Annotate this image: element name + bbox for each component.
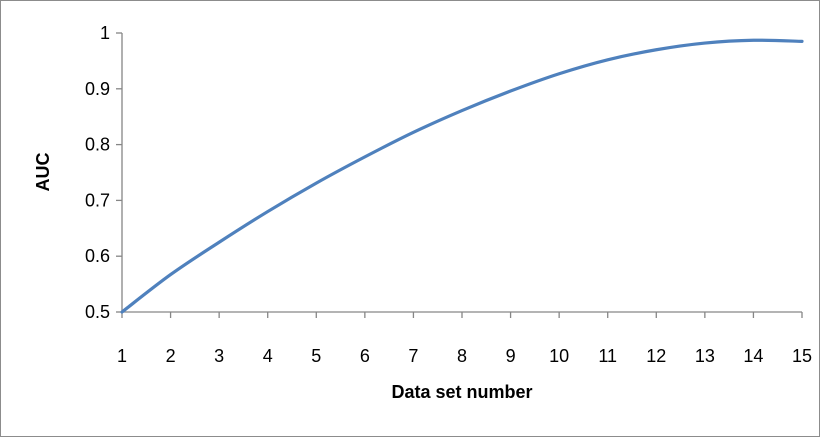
y-tick-label: 0.6 [85,246,110,266]
x-tick-label: 13 [695,346,715,366]
series-group [120,38,804,314]
y-tick-label: 1 [100,23,110,43]
x-tick-label: 10 [549,346,569,366]
y-tick-label: 0.8 [85,135,110,155]
x-tick-label: 12 [646,346,666,366]
x-tick-label: 3 [214,346,224,366]
x-tick-label: 7 [408,346,418,366]
x-tick-label: 9 [506,346,516,366]
x-tick-label: 2 [166,346,176,366]
y-axis-title: AUC [33,153,53,192]
x-tick-label: 11 [598,346,617,366]
x-tick-label: 15 [792,346,812,366]
y-tick-label: 0.7 [85,190,110,210]
axes [121,33,802,313]
x-axis-title: Data set number [391,382,532,402]
y-tick-label: 0.5 [85,302,110,322]
x-tick-label: 8 [457,346,467,366]
y-ticks: 0.5 0.6 0.7 0.8 0.9 1 [85,23,122,322]
x-ticks: 1 2 3 4 5 6 7 8 9 10 11 12 13 14 15 [117,312,812,366]
x-tick-label: 14 [743,346,763,366]
x-tick-label: 5 [311,346,321,366]
series-line-0 [120,38,804,314]
y-tick-label: 0.9 [85,79,110,99]
x-tick-label: 6 [360,346,370,366]
x-tick-label: 1 [117,346,127,366]
x-tick-label: 4 [263,346,273,366]
